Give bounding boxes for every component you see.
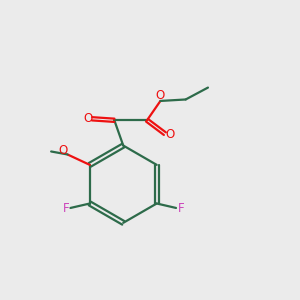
Text: O: O (156, 89, 165, 102)
Text: F: F (62, 202, 69, 215)
Text: O: O (166, 128, 175, 141)
Text: O: O (83, 112, 92, 125)
Text: F: F (178, 202, 184, 215)
Text: O: O (58, 144, 68, 158)
